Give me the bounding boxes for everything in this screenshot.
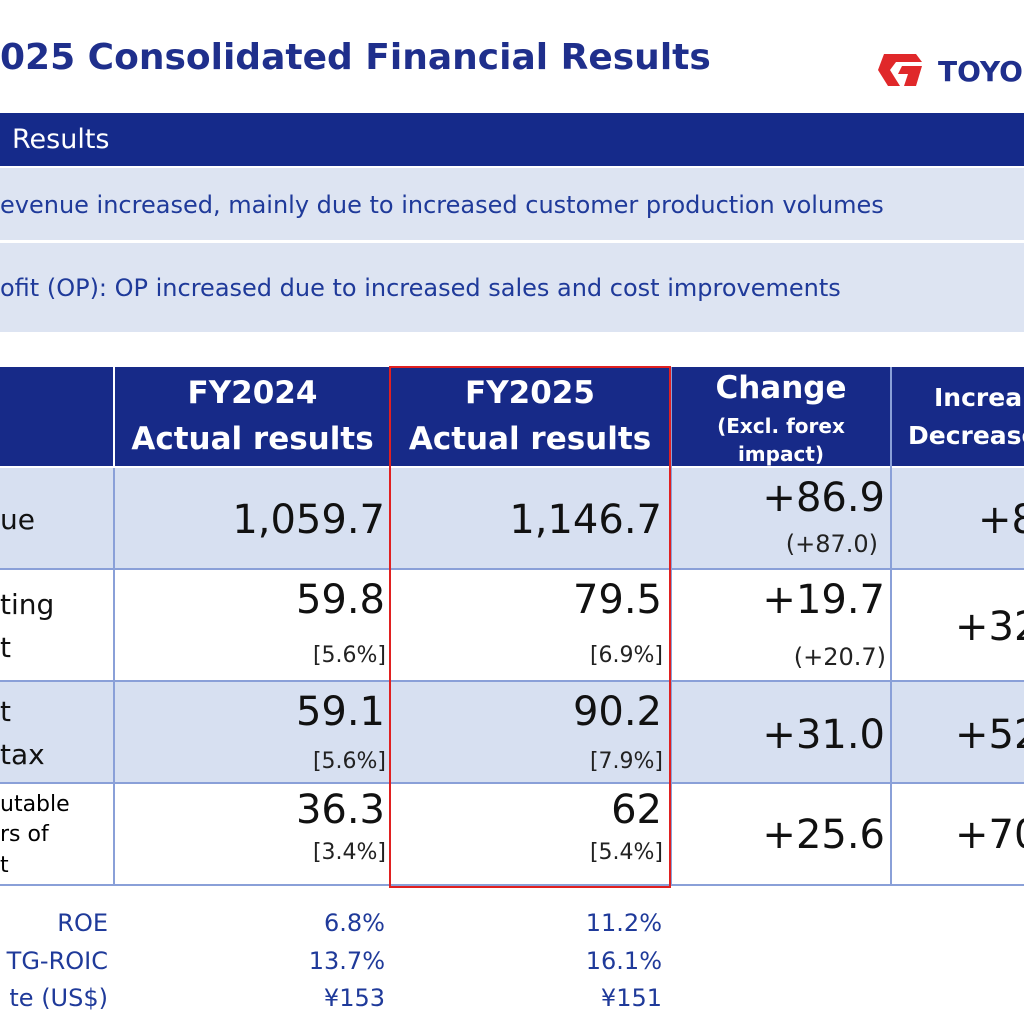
- row-divider: [0, 884, 1024, 886]
- cell-value: 79.5: [572, 577, 662, 623]
- cell-value: +70: [955, 812, 1024, 858]
- col-divider: [113, 468, 115, 886]
- bullet-row: [0, 243, 1024, 332]
- cell-note: [5.6%]: [312, 749, 386, 774]
- cell-note: (+20.7): [793, 643, 886, 671]
- table-row: [0, 570, 1024, 680]
- metric-value: 13.7%: [308, 947, 385, 975]
- row-label: t: [0, 853, 9, 878]
- metric-value: 6.8%: [324, 909, 385, 937]
- metric-label: ROE: [57, 909, 108, 937]
- cell-value: 59.8: [295, 577, 385, 623]
- cell-value: +32: [955, 604, 1024, 650]
- row-label: ue: [0, 503, 35, 536]
- bullet-row: [0, 168, 1024, 240]
- row-label: t: [0, 695, 11, 728]
- column-subtitle: Decrease: [908, 421, 1024, 450]
- metric-value: ¥153: [323, 984, 385, 1012]
- column-title: Increa: [934, 383, 1023, 412]
- metric-value: 11.2%: [585, 909, 662, 937]
- row-label: ting: [0, 588, 55, 621]
- highlight-box: [389, 366, 671, 888]
- row-divider: [0, 568, 1024, 570]
- cell-value: 1,059.7: [232, 497, 385, 543]
- cell-note: [3.4%]: [312, 840, 386, 865]
- column-title: FY2024: [187, 375, 318, 411]
- row-divider: [0, 782, 1024, 784]
- table-row: [0, 784, 1024, 884]
- table-header: [0, 367, 1024, 466]
- table-row: [0, 682, 1024, 782]
- table-row: [0, 468, 1024, 568]
- logo-icon: [878, 54, 922, 86]
- slide-title: 025 Consolidated Financial Results: [0, 37, 711, 78]
- cell-note: [5.4%]: [589, 840, 663, 865]
- cell-value: +52: [955, 712, 1024, 758]
- cell-value: +86.9: [762, 475, 885, 521]
- row-label: tax: [0, 738, 45, 771]
- column-title: FY2025: [465, 375, 595, 411]
- cell-value: +8: [978, 497, 1024, 543]
- column-note: (Excl. forex: [717, 414, 845, 438]
- cell-value: 62: [611, 787, 662, 833]
- metric-label: te (US$): [9, 984, 108, 1012]
- cell-note: (+87.0): [785, 530, 878, 558]
- cell-value: 90.2: [572, 689, 662, 735]
- logo-text: TOYO: [938, 55, 1023, 88]
- column-subtitle: Actual results: [408, 421, 652, 457]
- cell-value: 1,146.7: [509, 497, 662, 543]
- metric-value: 16.1%: [585, 947, 662, 975]
- cell-value: 36.3: [295, 787, 385, 833]
- metric-value: ¥151: [600, 984, 662, 1012]
- column-subtitle: Actual results: [131, 421, 374, 457]
- bullet-text: evenue increased, mainly due to increase…: [0, 191, 884, 219]
- column-note: impact): [737, 442, 825, 466]
- cell-value: +19.7: [762, 577, 885, 623]
- col-divider: [670, 367, 672, 886]
- cell-note: [6.9%]: [589, 643, 663, 668]
- row-label: utable: [0, 792, 70, 817]
- metric-label: TG-ROIC: [6, 947, 108, 975]
- row-divider: [0, 680, 1024, 682]
- section-title: Results: [12, 124, 110, 155]
- cell-note: [5.6%]: [312, 643, 386, 668]
- cell-value: 59.1: [295, 689, 385, 735]
- section-bar: [0, 113, 1024, 166]
- cell-note: [7.9%]: [589, 749, 663, 774]
- column-title: Change: [715, 370, 847, 406]
- cell-value: +25.6: [762, 812, 885, 858]
- row-label: rs of: [0, 822, 49, 847]
- col-divider: [890, 367, 892, 886]
- bullet-text: ofit (OP): OP increased due to increased…: [0, 274, 841, 302]
- row-label: t: [0, 631, 11, 664]
- cell-value: +31.0: [762, 712, 885, 758]
